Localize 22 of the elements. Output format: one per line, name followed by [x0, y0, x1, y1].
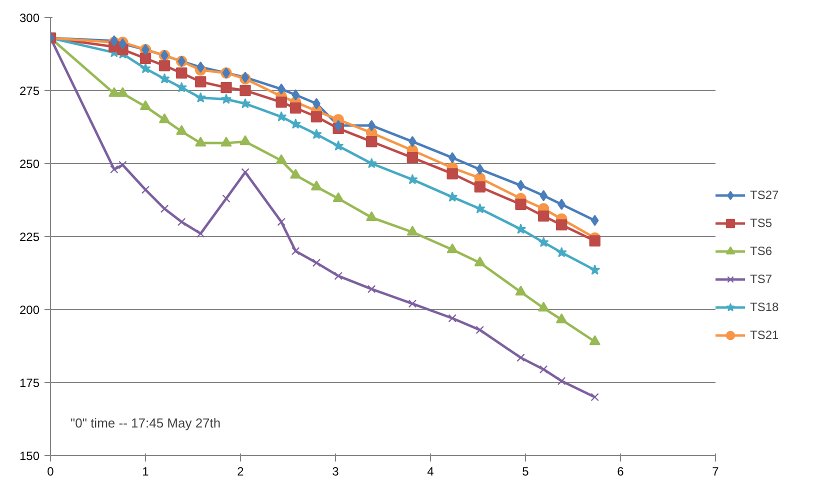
y-tick-label: 275: [19, 84, 40, 98]
legend-label: TS6: [750, 244, 772, 258]
x-tick-label: 7: [712, 464, 720, 478]
x-tick-label: 6: [617, 464, 624, 478]
x-tick-label: 5: [522, 464, 530, 478]
x-tick-label: 4: [427, 464, 434, 478]
x-tick-label: 3: [332, 464, 340, 478]
legend-label: TS18: [750, 300, 779, 314]
y-tick-label: 300: [19, 11, 40, 25]
legend-label: TS7: [750, 272, 772, 286]
y-tick-label: 250: [19, 157, 40, 171]
legend-label: TS27: [750, 188, 779, 202]
y-tick-label: 175: [19, 376, 40, 390]
y-tick-label: 225: [19, 230, 40, 244]
annotation: "0" time -- 17:45 May 27th: [70, 416, 221, 430]
x-tick-label: 2: [237, 464, 244, 478]
legend-label: TS5: [750, 216, 772, 230]
y-tick-label: 200: [19, 303, 40, 317]
x-tick-label: 1: [142, 464, 150, 478]
legend-label: TS21: [750, 328, 779, 342]
y-tick-label: 150: [19, 449, 40, 463]
x-tick-label: 0: [47, 464, 54, 478]
